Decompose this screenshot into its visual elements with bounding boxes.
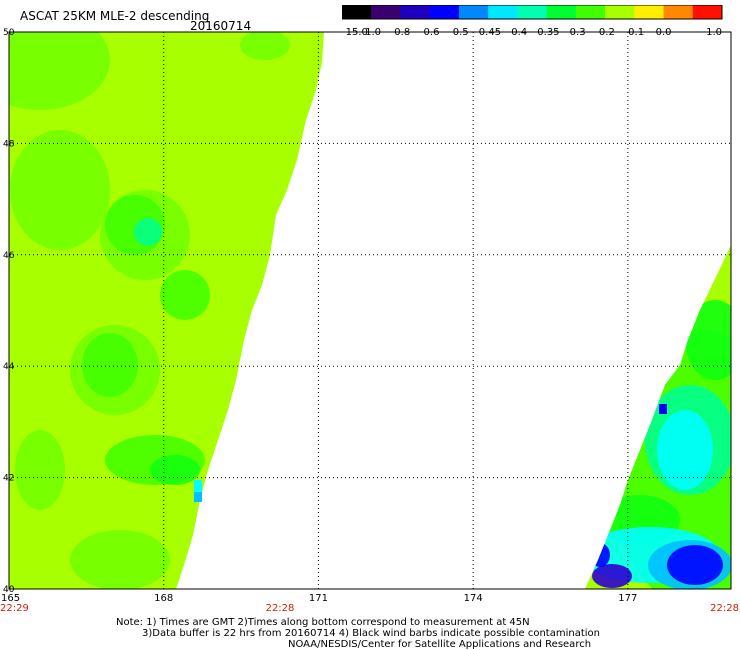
colorbar-swatch: [400, 5, 431, 19]
colorbar-swatch: [429, 5, 460, 19]
right-swath-blue-pixel: [659, 404, 667, 414]
colorbar-swatch: [692, 5, 723, 19]
longitude-label: 165: [1, 593, 20, 604]
colorbar-swatch: [517, 5, 548, 19]
right-swath-blob: [667, 545, 723, 585]
left-swath-blob: [160, 270, 210, 320]
left-swath-cyan-pixel: [194, 480, 202, 492]
left-swath-blob: [70, 530, 170, 589]
latitude-label: 50: [3, 28, 15, 38]
product-date: 20160714: [190, 19, 252, 33]
colorbar-swatch: [663, 5, 694, 19]
colorbar-swatch: [371, 5, 401, 19]
longitude-label: 174: [464, 593, 483, 604]
latitude-label: 44: [3, 362, 15, 372]
colorbar-swatch: [546, 5, 577, 19]
colorbar-frame: [342, 5, 723, 20]
colorbar-swatch: [575, 5, 606, 19]
note-line-3: NOAA/NESDIS/Center for Satellite Applica…: [288, 639, 592, 650]
left-swath-blob: [134, 218, 162, 246]
colorbar-swatch: [634, 5, 665, 19]
left-swath-blob: [150, 455, 200, 485]
left-swath-blob: [9, 32, 110, 110]
note-line-1: Note: 1) Times are GMT 2)Times along bot…: [116, 617, 530, 628]
left-swath-blob: [10, 130, 110, 250]
left-swath-blob: [240, 32, 290, 60]
latitude-label: 46: [3, 251, 15, 261]
right-swath-blob: [657, 410, 713, 490]
colorbar-swatch: [488, 5, 518, 19]
colorbar-swatch: [458, 5, 489, 19]
time-label-right: 22:28: [710, 603, 739, 614]
right-swath-blob: [590, 543, 610, 567]
time-label-mid: 22:28: [266, 603, 295, 614]
latitude-label: 40: [3, 585, 15, 595]
right-swath-blob: [685, 300, 731, 380]
map-frame: [8, 31, 732, 590]
product-title: ASCAT 25KM MLE-2 descending: [20, 9, 210, 23]
latitude-label: 42: [3, 474, 14, 484]
right-swath-blob: [592, 564, 632, 588]
longitude-label: 168: [154, 593, 173, 604]
longitude-label: 171: [309, 593, 328, 604]
left-swath-features: [9, 32, 290, 589]
colorbar-swatch: [605, 5, 635, 19]
left-swath-blob: [15, 430, 65, 510]
longitude-label: 177: [618, 593, 637, 604]
colorbar-swatch: [342, 5, 372, 19]
latitude-label: 48: [3, 139, 15, 149]
note-line-2: 3)Data buffer is 22 hrs from 20160714 4)…: [142, 628, 600, 639]
left-swath-blue-pixel: [194, 492, 202, 502]
time-label-left: 22:29: [0, 603, 29, 614]
left-swath-blob: [82, 333, 138, 397]
right-swath-features: [585, 300, 731, 589]
